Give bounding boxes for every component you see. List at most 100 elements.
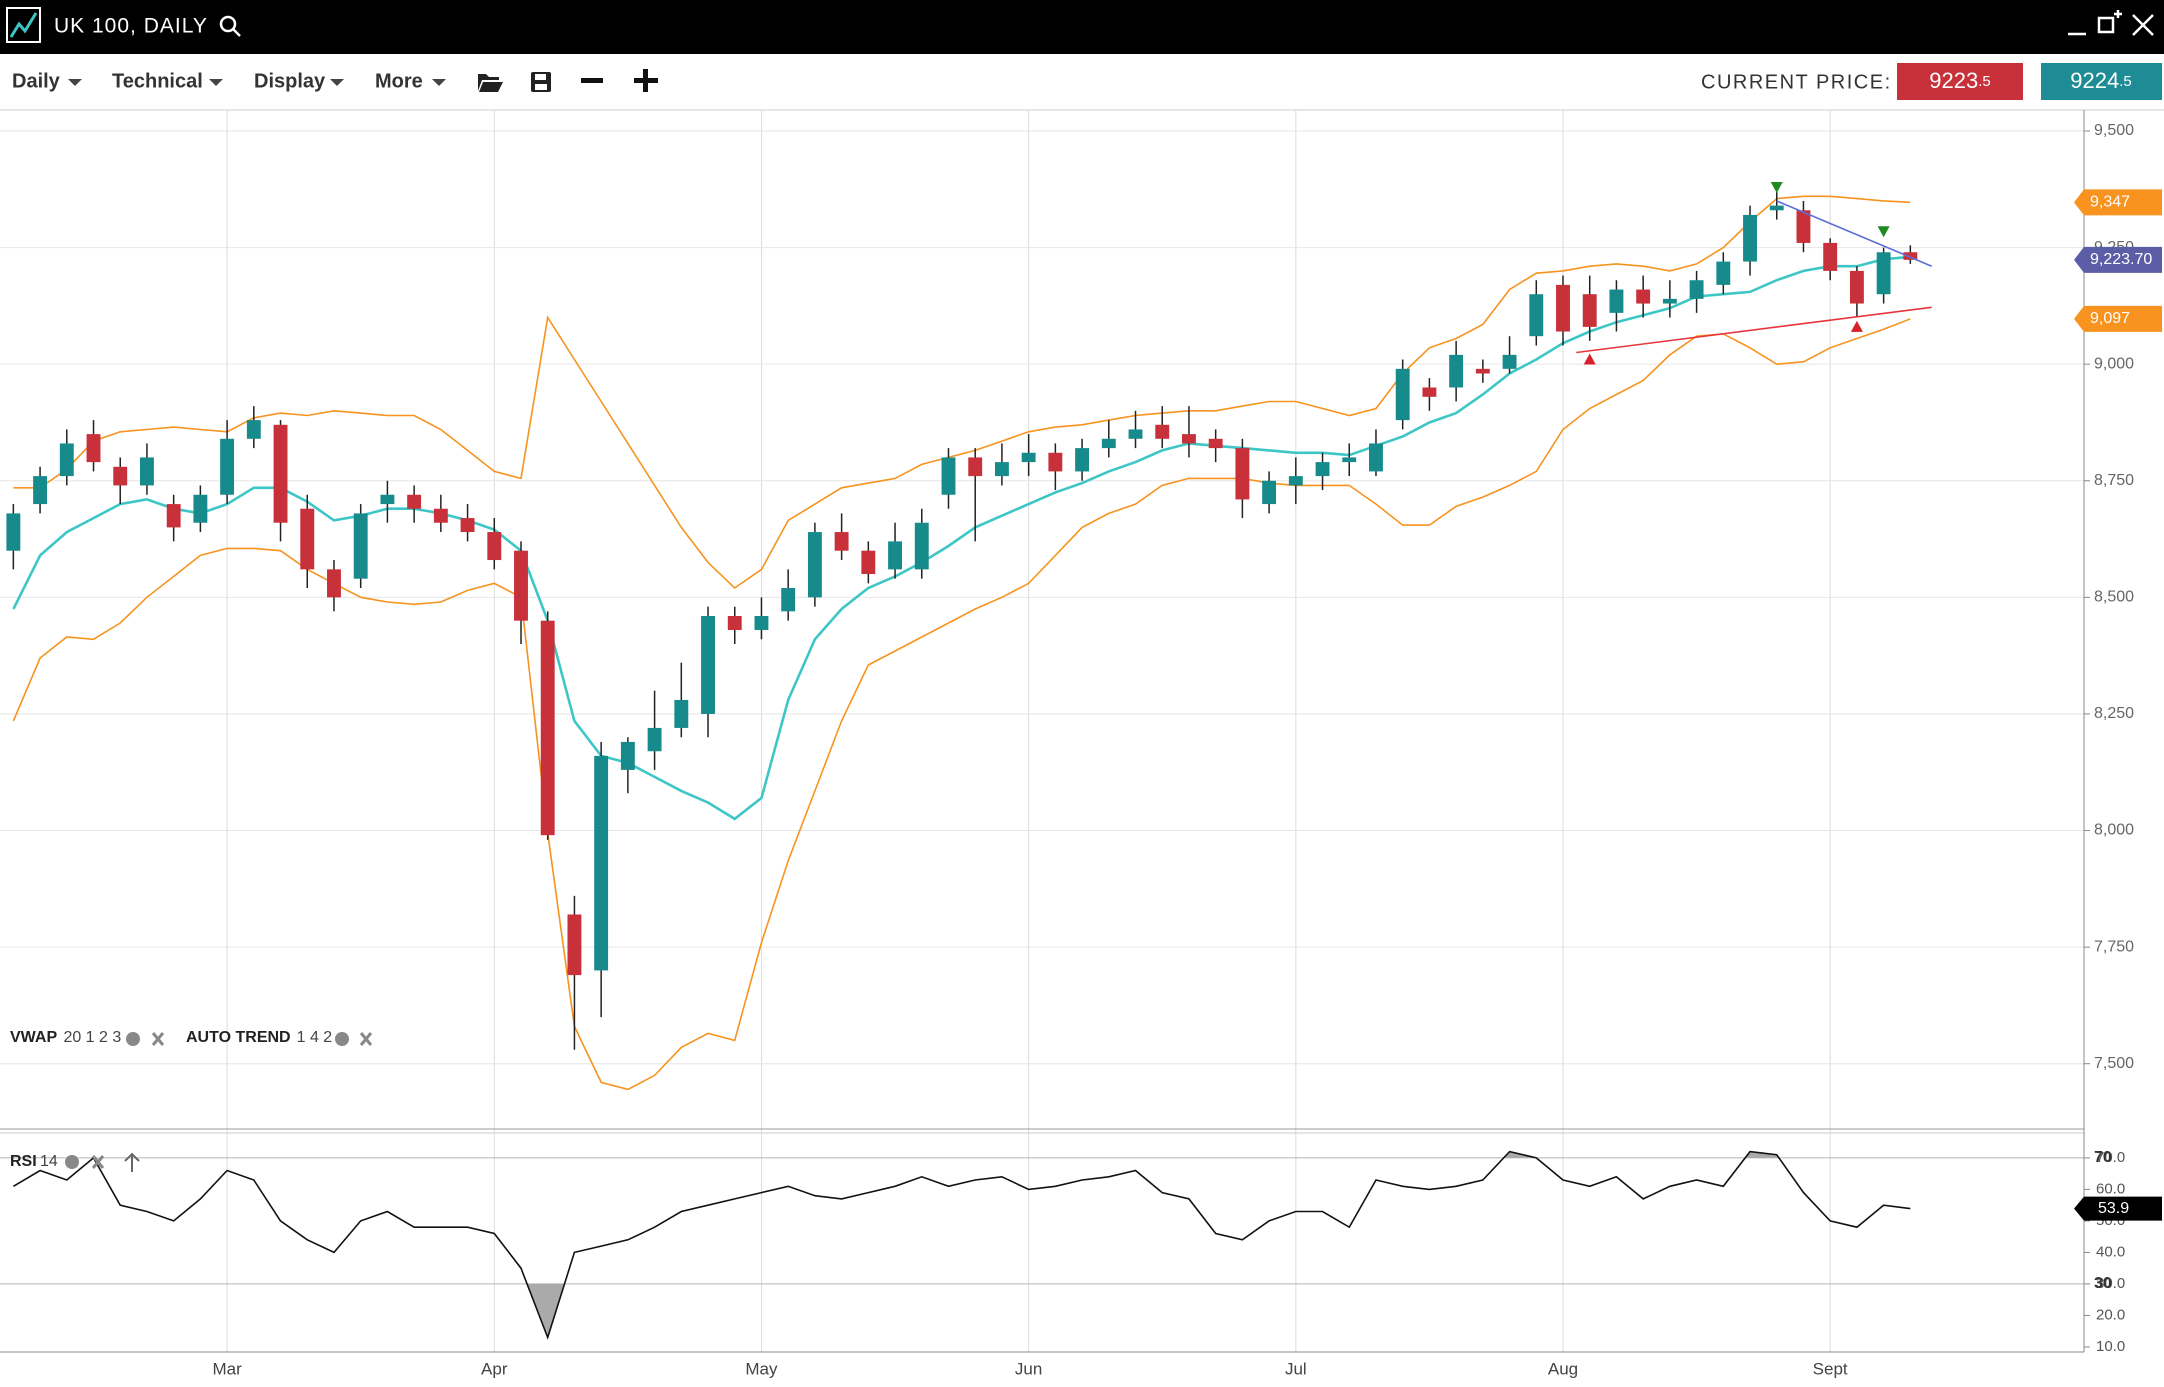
menu-label[interactable]: Display bbox=[254, 70, 326, 92]
menu-display[interactable]: Display bbox=[254, 70, 344, 92]
candle-body bbox=[1422, 387, 1437, 397]
instrument-title: UK 100, DAILY bbox=[54, 15, 208, 38]
price-tag bbox=[2074, 246, 2162, 273]
y-tick-label: 7,750 bbox=[2094, 938, 2134, 955]
pivot-low-marker bbox=[1583, 353, 1596, 365]
y-tick-label: 7,500 bbox=[2094, 1055, 2134, 1072]
axes: Mar Apr May Jun Jul Aug Sept 7,500 7,750 8,000 8,2… bbox=[212, 122, 2162, 1378]
rsi-tag-label: 53.9 bbox=[2098, 1200, 2129, 1217]
candle-body bbox=[888, 541, 902, 570]
candle-body bbox=[807, 532, 822, 598]
candle-body bbox=[1582, 294, 1597, 327]
candle-body bbox=[594, 755, 609, 971]
candle-body bbox=[300, 508, 315, 570]
grid bbox=[0, 110, 2084, 1352]
indicator-legend: VWAP 20 1 2 3 AUTO TREND 1 4 2 RSI 14 bbox=[10, 1029, 373, 1172]
price-tag-label: 9,097 bbox=[2090, 310, 2130, 327]
rsi-y-tick-label: 70.0 bbox=[2096, 1149, 2125, 1166]
candle-body bbox=[1636, 289, 1651, 304]
indicator-params: 14 bbox=[40, 1153, 58, 1170]
candle-body bbox=[1182, 434, 1196, 444]
bid-price[interactable]: 9223.5 bbox=[1929, 68, 1990, 93]
remove-icon[interactable] bbox=[91, 1032, 373, 1169]
candle-body bbox=[33, 476, 48, 505]
candle-body bbox=[1609, 289, 1624, 313]
rsi-plot bbox=[0, 1150, 2084, 1340]
indicator-name: RSI bbox=[10, 1153, 37, 1170]
zoom-out[interactable] bbox=[581, 78, 603, 83]
trend-line bbox=[1776, 200, 1933, 267]
pivot-high-marker bbox=[1877, 226, 1890, 238]
save-icon[interactable] bbox=[531, 72, 551, 92]
x-tick-label: Jun bbox=[1015, 1359, 1042, 1378]
menu-daily[interactable]: Daily bbox=[12, 70, 82, 92]
candle-body bbox=[1529, 294, 1544, 337]
candle-body bbox=[1716, 261, 1731, 285]
candle-body bbox=[1342, 457, 1357, 463]
candle-body bbox=[1128, 429, 1143, 439]
menu-label[interactable]: More bbox=[375, 70, 423, 92]
candle-body bbox=[754, 616, 769, 630]
candle-body bbox=[166, 504, 181, 528]
zoom-in[interactable] bbox=[634, 69, 658, 92]
candle-body bbox=[674, 699, 689, 728]
rsi-line bbox=[12, 1150, 1911, 1340]
candle-body bbox=[647, 727, 662, 752]
indicator-params: 1 4 2 bbox=[297, 1029, 333, 1046]
rsi-overbought-fill bbox=[13, 1151, 1911, 1158]
candle-body bbox=[1369, 443, 1383, 472]
title-bar bbox=[0, 0, 2164, 54]
window-controls[interactable] bbox=[2068, 10, 2154, 36]
indicator-params: 20 1 2 3 bbox=[63, 1029, 121, 1046]
menu-technical[interactable]: Technical bbox=[112, 70, 223, 92]
candle-body bbox=[1502, 354, 1517, 369]
rsi-oversold-fill bbox=[13, 1283, 1911, 1338]
menu-label[interactable]: Technical bbox=[112, 70, 203, 92]
settings-icon[interactable] bbox=[65, 1032, 349, 1169]
x-tick-label: Apr bbox=[481, 1359, 508, 1378]
price-tag bbox=[2074, 189, 2162, 216]
candle-body bbox=[487, 532, 502, 561]
candle-body bbox=[1556, 284, 1570, 332]
candle-body bbox=[914, 522, 929, 570]
x-tick-label: Mar bbox=[212, 1359, 242, 1378]
search-icon[interactable] bbox=[219, 15, 241, 37]
candle-body bbox=[834, 532, 849, 551]
candle-body bbox=[460, 518, 475, 533]
candle-body bbox=[327, 569, 341, 598]
candle-body bbox=[140, 457, 154, 486]
candle-body bbox=[113, 466, 128, 486]
ask-price[interactable]: 9224.5 bbox=[2070, 68, 2131, 93]
rsi-y-tick-label: 20.0 bbox=[2096, 1306, 2125, 1323]
ask-box[interactable] bbox=[2041, 63, 2162, 100]
candle-body bbox=[407, 494, 422, 509]
candle-body bbox=[701, 616, 715, 714]
candle-body bbox=[353, 513, 368, 579]
candle-body bbox=[620, 741, 635, 770]
bid-box[interactable] bbox=[1897, 63, 2023, 100]
candle-body bbox=[433, 508, 448, 523]
candle-body bbox=[1903, 252, 1918, 260]
move-up-icon[interactable] bbox=[124, 1152, 140, 1172]
candle-body bbox=[6, 513, 21, 551]
menu-label[interactable]: Daily bbox=[12, 70, 61, 92]
rsi-y-tick-label: 10.0 bbox=[2096, 1338, 2125, 1355]
price-tag bbox=[2074, 305, 2162, 332]
candle-body bbox=[1155, 424, 1170, 439]
candle-body bbox=[1689, 280, 1704, 299]
candle-body bbox=[1208, 438, 1223, 449]
candle-body bbox=[861, 550, 876, 575]
candle-body bbox=[1743, 214, 1757, 262]
rsi-level-label: 70 bbox=[2094, 1149, 2112, 1166]
y-tick-label: 8,750 bbox=[2094, 472, 2134, 489]
open-icon[interactable] bbox=[478, 74, 503, 92]
menu-more[interactable]: More bbox=[375, 70, 446, 92]
band-line bbox=[12, 318, 1911, 1091]
candle-body bbox=[968, 457, 983, 477]
candle-body bbox=[1662, 298, 1677, 304]
rsi-y-tick-label: 30.0 bbox=[2096, 1275, 2125, 1292]
x-tick-label: Jul bbox=[1285, 1359, 1307, 1378]
candle-body bbox=[1395, 368, 1410, 421]
